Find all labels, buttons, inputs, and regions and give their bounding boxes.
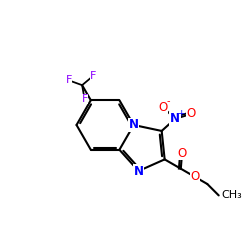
Text: N: N xyxy=(134,164,143,177)
Text: F: F xyxy=(90,71,96,81)
Text: N: N xyxy=(129,118,139,132)
Text: -: - xyxy=(167,96,170,106)
Text: O: O xyxy=(178,147,187,160)
Text: O: O xyxy=(158,100,168,114)
Text: F: F xyxy=(82,94,88,104)
Text: F: F xyxy=(66,75,72,85)
Text: O: O xyxy=(190,170,200,183)
Text: +: + xyxy=(177,109,184,118)
Text: O: O xyxy=(186,108,196,120)
Text: N: N xyxy=(170,112,180,126)
Text: CH₃: CH₃ xyxy=(222,190,242,200)
